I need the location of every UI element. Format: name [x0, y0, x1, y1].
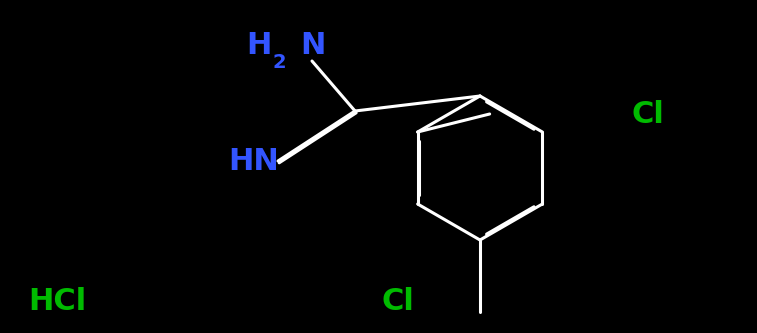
- Text: Cl: Cl: [382, 286, 415, 315]
- Text: HN: HN: [228, 147, 279, 175]
- Text: HCl: HCl: [28, 286, 86, 315]
- Text: Cl: Cl: [632, 101, 665, 130]
- Text: N: N: [300, 31, 326, 60]
- Text: 2: 2: [273, 54, 287, 73]
- Text: H: H: [247, 31, 272, 60]
